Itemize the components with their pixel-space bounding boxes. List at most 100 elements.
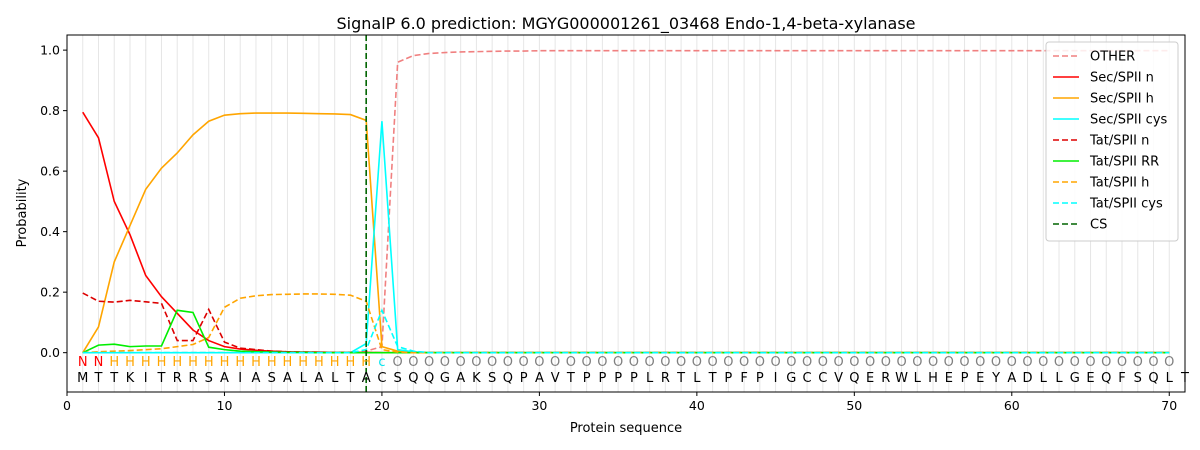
series-line-7 (82, 308, 1170, 354)
sequence-letter: T (109, 371, 118, 386)
legend-label: CS (1090, 218, 1107, 233)
region-label: O (770, 355, 780, 370)
sequence-letter: K (126, 371, 135, 386)
y-axis-title: Probability (15, 178, 30, 247)
x-tick-label: 20 (374, 398, 390, 413)
region-label: H (298, 355, 308, 370)
sequence-letter: Q (408, 371, 418, 386)
sequence-letter: T (157, 371, 166, 386)
legend-label: Tat/SPII cys (1089, 197, 1163, 212)
region-label: O (613, 355, 623, 370)
region-label: H (109, 355, 119, 370)
axes: 0 10 20 30 40 50 60 70 0.0 0.2 0.4 0.6 0.8 1.0 (40, 43, 1177, 413)
region-label: H (314, 355, 324, 370)
region-label: O (550, 355, 560, 370)
region-label: H (125, 355, 135, 370)
y-tick-label: 0.4 (40, 224, 60, 239)
region-label: c (378, 355, 385, 370)
series-line-1 (82, 111, 1170, 354)
region-label: O (503, 355, 513, 370)
region-label: O (471, 355, 481, 370)
sequence-letter: G (786, 371, 796, 386)
sequence-letter: T (566, 371, 575, 386)
sequence-letter: S (268, 371, 276, 386)
legend-box (1045, 41, 1179, 242)
residue-grid (82, 35, 1186, 392)
sequence-letter: S (1134, 371, 1142, 386)
y-tick-label: 0.0 (40, 345, 60, 360)
region-label: H (172, 355, 182, 370)
x-tick-label: 10 (217, 398, 233, 413)
legend-label: Tat/SPII h (1089, 176, 1149, 191)
series-line-3 (82, 121, 1170, 354)
region-label: O (582, 355, 592, 370)
y-tick-label: 0.8 (40, 103, 60, 118)
region-label: O (1101, 355, 1111, 370)
sequence-letter: L (1166, 371, 1174, 386)
region-label: O (676, 355, 686, 370)
sequence-letter: C (803, 371, 812, 386)
sequence-letter: C (818, 371, 827, 386)
x-tick-label: 30 (531, 398, 547, 413)
sequence-letter: A (252, 371, 261, 386)
sequence-letter: Y (991, 371, 1000, 386)
sequence-letter: A (1007, 371, 1016, 386)
sequence-letter: E (1086, 371, 1094, 386)
sequence-letter: W (895, 371, 908, 386)
sequence-letter: T (708, 371, 717, 386)
region-label: N (78, 355, 88, 370)
sequence-letter: A (314, 371, 323, 386)
sequence-letter: G (1070, 371, 1080, 386)
sequence-letter: I (238, 371, 242, 386)
region-label: O (928, 355, 938, 370)
region-label: O (802, 355, 812, 370)
region-label: N (94, 355, 104, 370)
x-tick-label: 40 (689, 398, 705, 413)
region-label: O (692, 355, 702, 370)
sequence-letter: A (220, 371, 229, 386)
sequence-letter: V (551, 371, 560, 386)
region-label: O (786, 355, 796, 370)
region-label: H (283, 355, 293, 370)
region-label: O (896, 355, 906, 370)
region-label: O (629, 355, 639, 370)
sequence-letter: P (961, 371, 969, 386)
region-label: O (1133, 355, 1143, 370)
sequence-letter: G (440, 371, 450, 386)
sequence-letter: L (646, 371, 654, 386)
series-line-0 (82, 49, 1170, 354)
region-label: O (707, 355, 717, 370)
region-label: O (424, 355, 434, 370)
x-tick-label: 60 (1004, 398, 1020, 413)
region-label: O (865, 355, 875, 370)
series-line-2 (82, 112, 1170, 354)
sequence-letter: F (740, 371, 747, 386)
y-tick-label: 0.6 (40, 164, 60, 179)
sequence-letter: Q (1148, 371, 1158, 386)
region-label: H (361, 355, 371, 370)
region-label: O (1054, 355, 1064, 370)
region-label: O (1038, 355, 1048, 370)
region-label: H (188, 355, 198, 370)
sequence-letter: T (94, 371, 103, 386)
region-label: O (566, 355, 576, 370)
legend-label: Sec/SPII h (1090, 92, 1154, 107)
x-tick-label: 0 (63, 398, 71, 413)
sequence-letter: I (144, 371, 148, 386)
sequence-letter: K (472, 371, 481, 386)
sequence-letter: L (914, 371, 922, 386)
region-label: O (944, 355, 954, 370)
sequence-letter: R (173, 371, 182, 386)
region-label: O (975, 355, 985, 370)
x-tick-label: 50 (846, 398, 862, 413)
legend: OTHER Sec/SPII n Sec/SPII h Sec/SPII cys Tat… (1045, 41, 1179, 242)
region-label: H (204, 355, 214, 370)
sequence-letter: Q (424, 371, 434, 386)
region-label: O (1070, 355, 1080, 370)
sequence-letter: H (928, 371, 938, 386)
region-label: H (157, 355, 167, 370)
sequence-letter: P (630, 371, 638, 386)
region-label: O (849, 355, 859, 370)
sequence-letter: P (756, 371, 764, 386)
region-label: O (393, 355, 403, 370)
